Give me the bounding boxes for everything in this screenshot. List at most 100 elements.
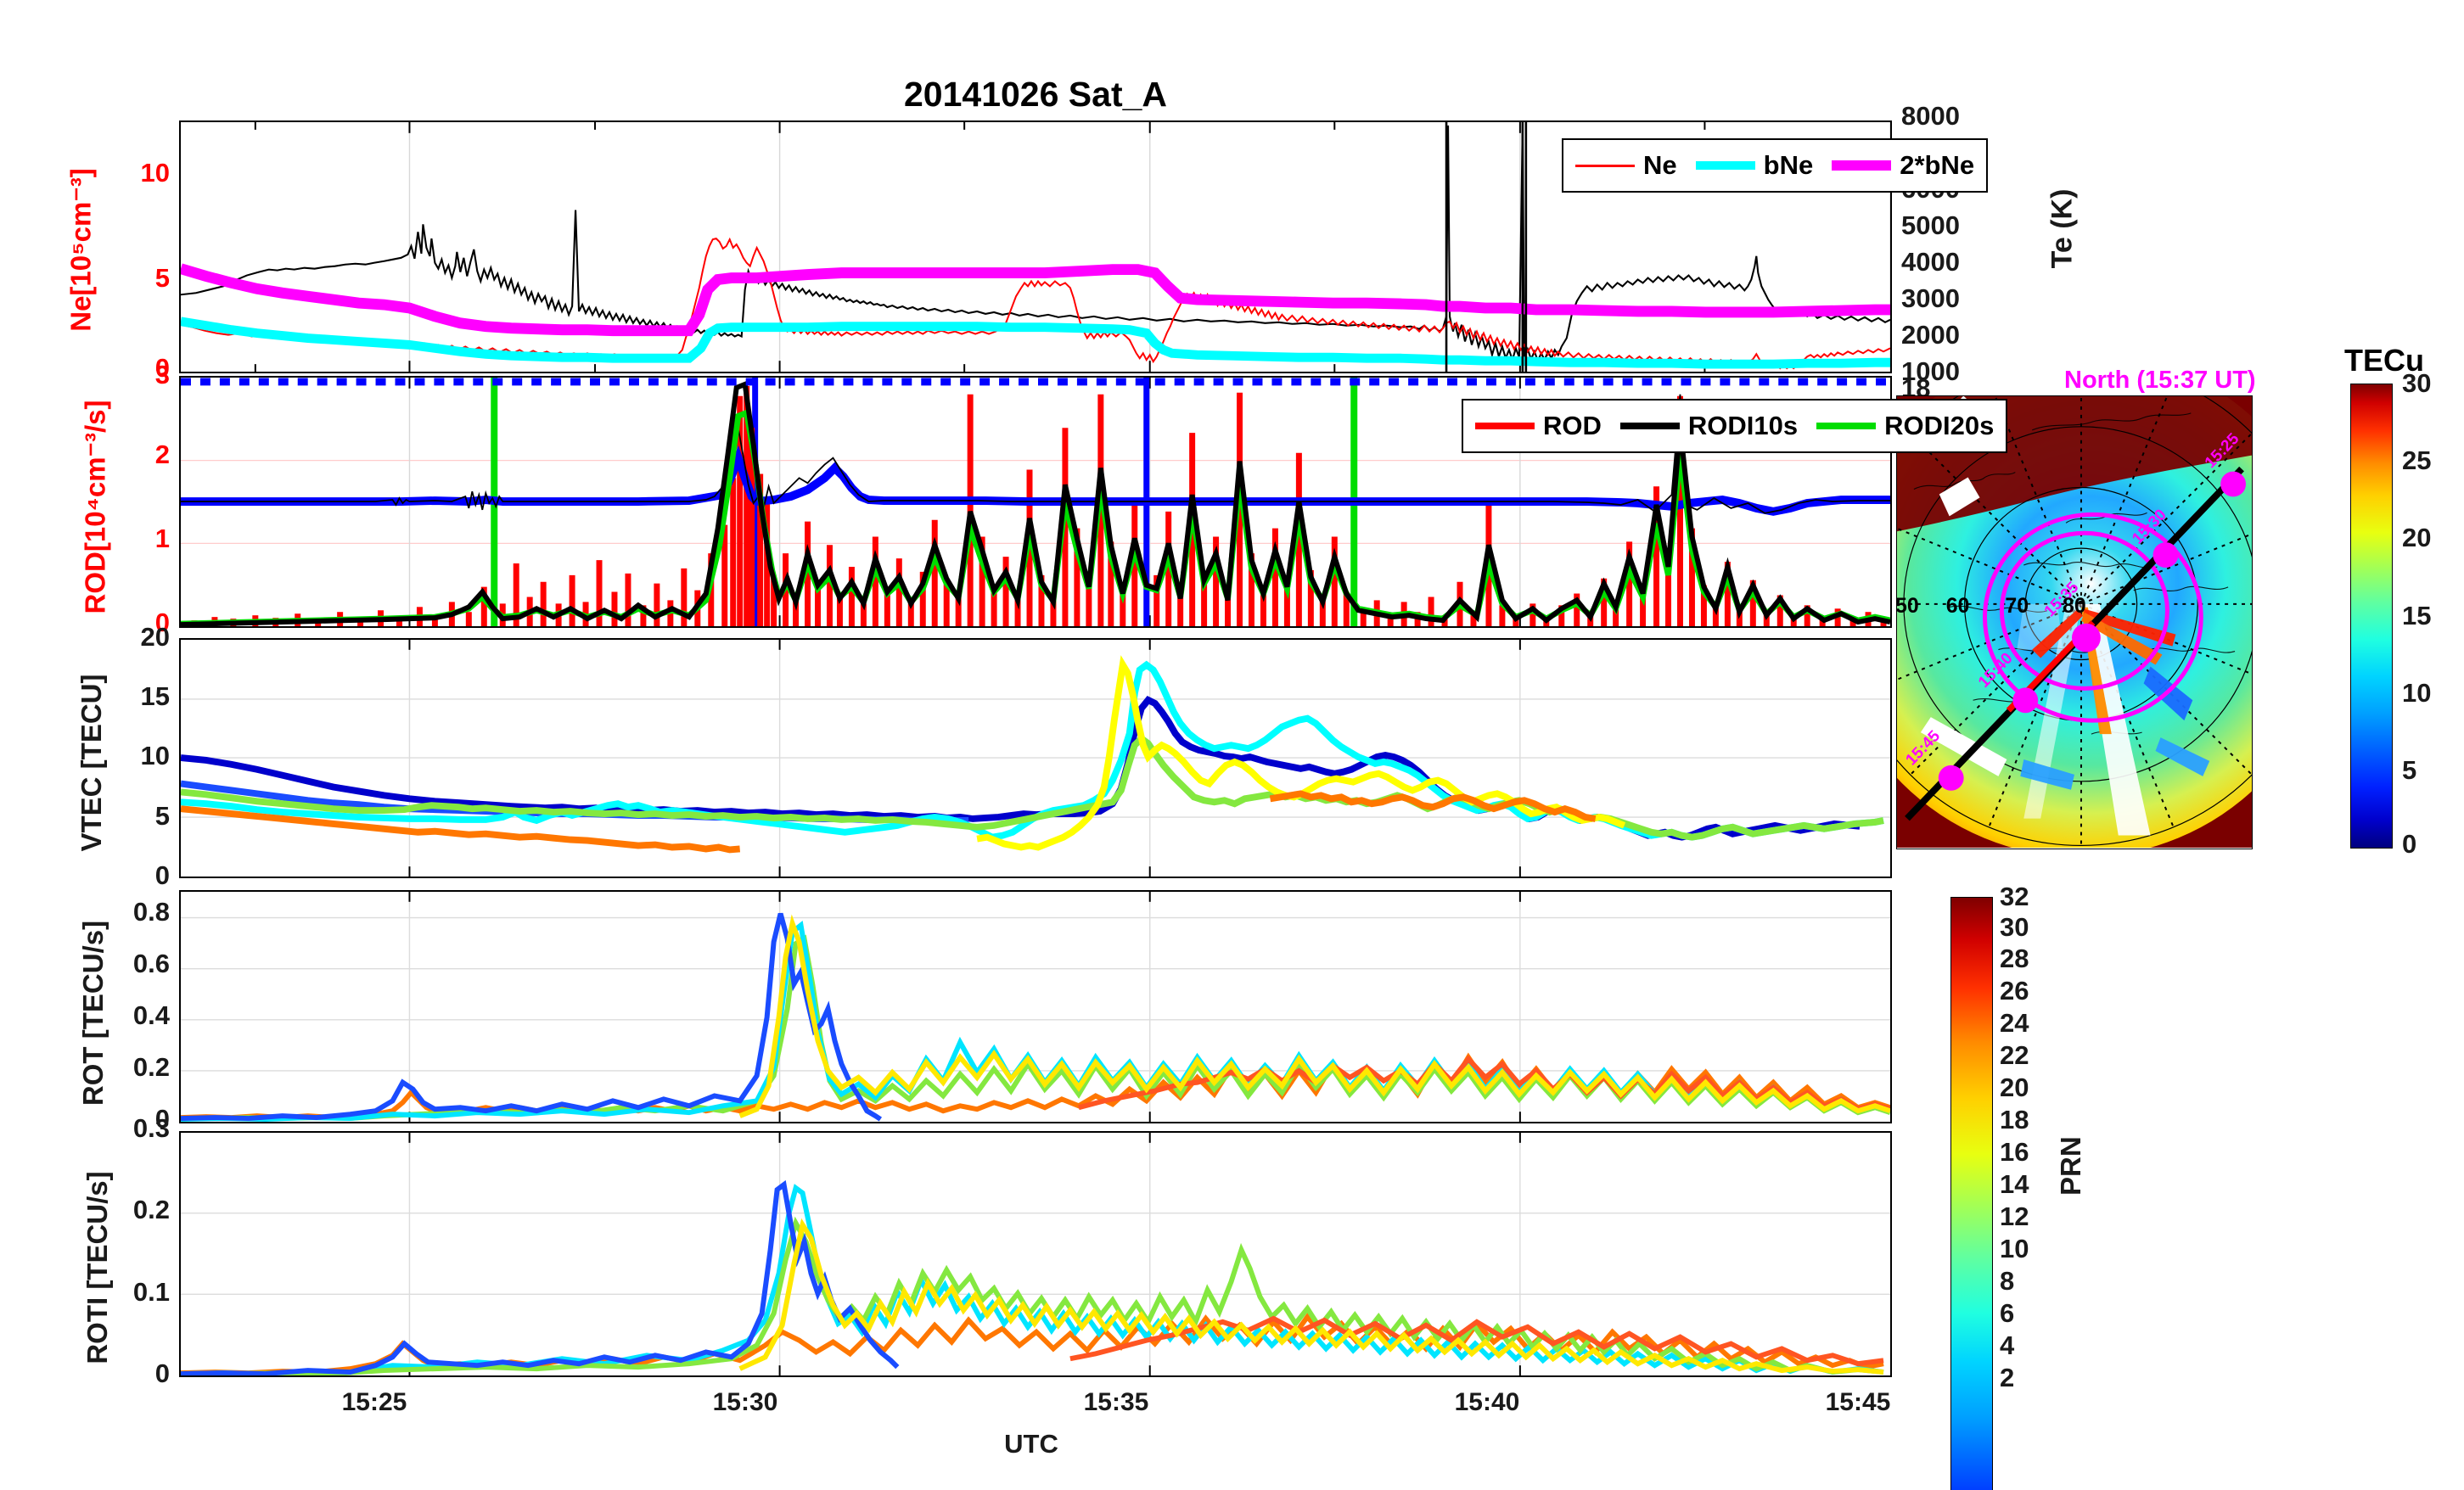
vtec-series-orange-2 [1269,790,1597,822]
legend-item-rodi10s: RODI10s [1619,411,1798,441]
prn-colorbar-tick-24: 24 [2000,1008,2029,1038]
panel3-ytick-20: 20 [140,622,170,652]
legend-label-2bne: 2*bNe [1900,150,1975,180]
panel5-ytick-01: 0.1 [132,1277,170,1307]
panel1-legend: Ne bNe 2*bNe [1562,138,1989,193]
tec-colorbar-tick-10: 10 [2402,678,2432,708]
prn-colorbar-tick-26: 26 [2000,976,2029,1005]
legend-item-ne: Ne [1575,150,1677,181]
figure-title: 20141026 Sat_A [178,75,1893,115]
prn-colorbar-tick-6: 6 [2000,1298,2015,1328]
series-aux-black-thin [181,394,1890,514]
panel2-ytick-1: 1 [154,524,170,553]
prn-colorbar-tick-12: 12 [2000,1202,2029,1231]
xtick-1540: 15:40 [1454,1388,1520,1416]
roti-series-yellow [738,1218,1884,1375]
panel4-ytick-06: 0.6 [132,949,170,978]
panel1-ytick-0: 0 [154,353,170,383]
track-time-markers [1938,471,2247,791]
panel2-ylabel-text: ROD[10⁴cm⁻³/s] [79,400,111,614]
panel3-ytick-5: 5 [154,801,170,831]
series-aux-blue [181,445,1890,516]
tec-colorbar-tick-5: 5 [2402,755,2417,785]
tec-colorbar-title: TECu [2344,343,2424,378]
panel2-ytick-2: 2 [154,440,170,469]
legend-swatch-2bne [1832,160,1892,171]
panel2-ytick-3: 3 [154,360,170,389]
prn-colorbar-tick-16: 16 [2000,1137,2029,1167]
legend-swatch-bne [1695,161,1755,170]
panel4-ytick-04: 0.4 [132,1000,170,1030]
legend-swatch-ne [1575,164,1635,167]
tec-colorbar [2350,384,2393,849]
series-rodi10s [181,380,1890,626]
map-title-text: North (15:37 UT) [2064,367,2256,394]
svg-text:70: 70 [2005,594,2029,618]
panel-rod-rodi [179,376,1892,628]
prn-colorbar-tick-28: 28 [2000,944,2029,973]
rot-series-blue [181,912,883,1122]
xaxis-label: UTC [963,1429,1099,1459]
legend-label-bne: bNe [1763,150,1814,180]
svg-text:60: 60 [1946,594,1970,618]
panel3-ytick-10: 10 [140,741,170,770]
legend-label-ne: Ne [1643,150,1677,180]
legend-item-rodi20s: RODI20s [1816,411,1994,441]
tec-colorbar-tick-25: 25 [2402,445,2432,475]
panel1-ylabel-right-text: Te (K) [2046,188,2079,269]
panel5-ytick-0: 0 [154,1358,170,1388]
prn-colorbar [1950,897,1993,1490]
xtick-1545: 15:45 [1825,1388,1891,1416]
panel1-ytick-right-1000: 1000 [1901,356,1960,386]
prn-colorbar-label: PRN [2055,1094,2087,1196]
panel2-ylabel: ROD[10⁴cm⁻³/s] [79,372,112,643]
prn-colorbar-tick-18: 18 [2000,1105,2029,1134]
polar-tec-map: 15:45 15:40 15:35 15:30 15:25 50 60 70 8… [1896,395,2253,849]
panel2-ytick-0: 0 [154,608,170,637]
legend-item-rod: ROD [1475,411,1602,441]
series-2bne [181,263,1890,337]
panel5-ytick-02: 0.2 [132,1195,170,1224]
legend-item-2bne: 2*bNe [1832,150,1974,181]
panel1-ytick-right-4000: 4000 [1901,247,1960,277]
legend-swatch-rodi20s [1816,423,1877,429]
panel1-ylabel-left: Ne[10⁵cm⁻³] [65,123,98,378]
panel1-ytick-5: 5 [154,263,170,293]
xaxis-label-text: UTC [1004,1429,1058,1459]
panel-rot [179,890,1892,1123]
panel1-ytick-right-8000: 8000 [1901,101,1960,131]
panel4-ytick-02: 0.2 [132,1052,170,1082]
prn-colorbar-tick-32: 32 [2000,882,2029,911]
tec-colorbar-tick-20: 20 [2402,523,2432,552]
panel4-ytick-0: 0 [154,1104,170,1134]
tec-colorbar-title-text: TECu [2344,343,2424,378]
tec-colorbar-tick-0: 0 [2402,829,2417,859]
prn-colorbar-tick-30: 30 [2000,912,2029,942]
rot-series-green [181,934,1890,1122]
rot-series-cyan [181,920,1890,1122]
legend-swatch-rod [1475,423,1535,429]
prn-colorbar-tick-4: 4 [2000,1330,2015,1360]
panel1-ylabel-right: Te (K) [2046,144,2080,314]
series-bne [181,316,1890,369]
legend-label-rod: ROD [1543,411,1602,440]
roti-series-orangered [1069,1315,1884,1367]
legend-label-rodi20s: RODI20s [1884,411,1995,440]
prn-colorbar-tick-10: 10 [2000,1234,2029,1263]
panel3-ytick-0: 0 [154,860,170,890]
panel-vtec [179,638,1892,878]
roti-series-green [181,1216,1884,1375]
panel1-ytick-right-5000: 5000 [1901,210,1960,240]
svg-text:50: 50 [1897,594,1919,618]
panel4-ytick-08: 0.8 [132,897,170,927]
panel2-legend: ROD RODI10s RODI20s [1462,399,2008,453]
vtec-series-orange [181,805,741,854]
legend-swatch-rodi10s [1619,423,1680,429]
xtick-1535: 15:35 [1083,1388,1149,1416]
svg-text:80: 80 [2063,594,2086,618]
series-te [181,125,1890,363]
prn-colorbar-tick-20: 20 [2000,1073,2029,1102]
panel3-ytick-15: 15 [140,681,170,711]
prn-colorbar-tick-22: 22 [2000,1040,2029,1070]
panel1-ytick-10: 10 [140,158,170,188]
